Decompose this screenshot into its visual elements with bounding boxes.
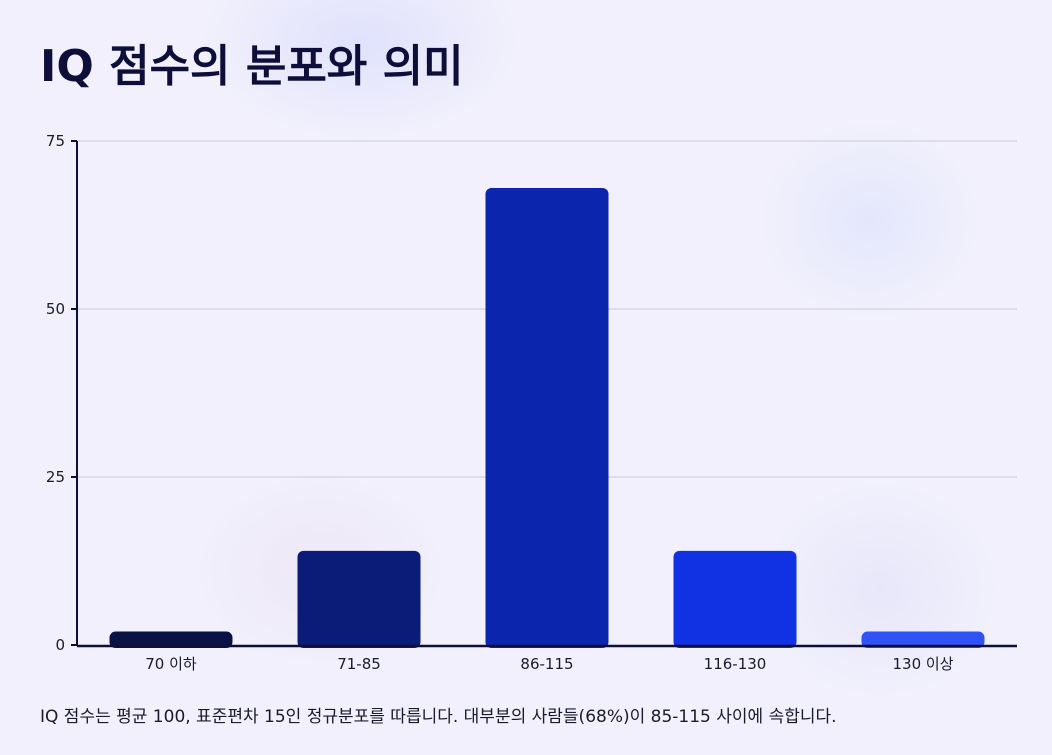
chart-title: IQ 점수의 분포와 의미 [40,41,464,92]
bar [297,550,421,648]
bar-chart: 0 25 50 75 70 이하 71-85 86-115 116-130 130 이상 [46,132,1017,673]
x-tick-label: 70 이하 [145,655,197,673]
y-tick-label: 75 [46,132,65,150]
labels: 0 25 50 75 70 이하 71-85 86-115 116-130 130 이상 [46,132,954,673]
bar [485,188,609,649]
chart-caption: IQ 점수는 평균 100, 표준편차 15인 정규분포를 따릅니다. 대부분의… [40,707,837,727]
x-tick-label: 71-85 [337,655,381,673]
bar [109,631,233,648]
bars [109,188,985,649]
bar [861,631,985,648]
x-tick-label: 116-130 [704,655,767,673]
y-tick-label: 25 [46,468,65,486]
x-tick-label: 130 이상 [893,655,954,673]
y-tick-label: 50 [46,300,65,318]
y-tick-label: 0 [55,636,65,654]
x-tick-label: 86-115 [520,655,573,673]
bar [673,550,797,648]
axes [71,140,1017,648]
